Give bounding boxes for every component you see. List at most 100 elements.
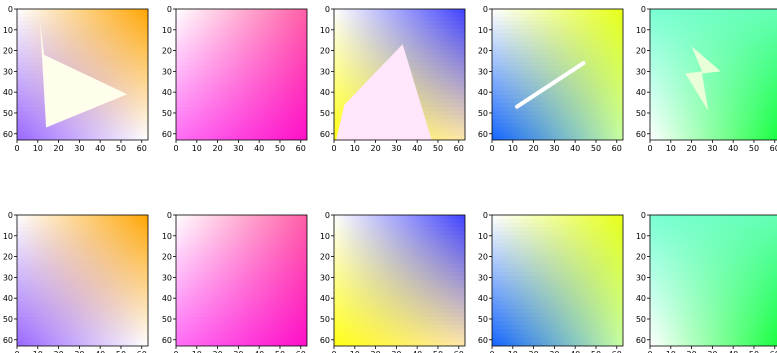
y-tick-label: 30 [478, 273, 488, 282]
x-tick-label: 0 [173, 350, 178, 353]
y-tick-label: 10 [320, 232, 330, 241]
x-tick-label: 30 [391, 144, 401, 153]
x-tick-label: 60 [296, 350, 306, 353]
y-tick-label: 60 [478, 336, 488, 345]
x-tick-label: 20 [686, 144, 696, 153]
y-tick-label: 50 [320, 109, 330, 118]
x-tick-label: 60 [770, 144, 777, 153]
image-panel-6: 0 10 20 30 40 50 60 0 10 20 30 40 50 60 [3, 211, 149, 353]
x-tick-label: 40 [95, 350, 105, 353]
axes-frame [649, 8, 777, 141]
y-tick-label: 0 [325, 5, 330, 14]
x-tick-label: 40 [412, 144, 422, 153]
overlay-line [515, 61, 586, 109]
y-tick-label: 30 [162, 67, 172, 76]
x-tick-label: 10 [666, 350, 676, 353]
y-tick-label: 20 [636, 253, 646, 262]
y-tick-label: 20 [162, 253, 172, 262]
y-tick-label: 30 [162, 273, 172, 282]
x-tick-label: 30 [549, 144, 559, 153]
overlay-triangle [336, 44, 432, 140]
y-tick-label: 0 [483, 5, 488, 14]
y-tick-label: 40 [478, 294, 488, 303]
y-tick-label: 60 [636, 130, 646, 139]
x-tick-label: 30 [233, 350, 243, 353]
x-tick-label: 0 [331, 144, 336, 153]
x-tick-label: 0 [489, 144, 494, 153]
overlay-bolt [685, 46, 721, 111]
x-tick-label: 40 [570, 350, 580, 353]
x-tick-label: 40 [95, 144, 105, 153]
x-tick-label: 20 [370, 144, 380, 153]
image-panel-10: 0 10 20 30 40 50 60 0 10 20 30 40 50 60 [636, 211, 777, 353]
x-tick-label: 60 [612, 350, 622, 353]
x-tick-label: 50 [591, 350, 601, 353]
axes-frame [175, 8, 308, 141]
axes-frame [491, 8, 624, 141]
y-tick-label: 40 [320, 294, 330, 303]
x-tick-label: 30 [74, 144, 84, 153]
x-tick-label: 30 [549, 350, 559, 353]
x-tick-label: 50 [433, 350, 443, 353]
y-tick-label: 0 [167, 5, 172, 14]
image-background [17, 215, 148, 346]
x-tick-label: 60 [770, 350, 777, 353]
x-tick-label: 0 [331, 350, 336, 353]
y-tick-label: 50 [320, 315, 330, 324]
y-tick-label: 20 [320, 47, 330, 56]
x-tick-label: 20 [53, 144, 63, 153]
y-tick-label: 40 [162, 294, 172, 303]
axes-frame [333, 214, 466, 347]
x-tick-label: 20 [370, 350, 380, 353]
x-tick-label: 10 [508, 350, 518, 353]
y-tick-label: 30 [320, 273, 330, 282]
x-tick-label: 60 [137, 350, 147, 353]
y-tick-label: 10 [636, 232, 646, 241]
x-tick-label: 60 [612, 144, 622, 153]
y-tick-label: 0 [8, 5, 13, 14]
y-tick-label: 60 [3, 130, 13, 139]
y-tick-label: 30 [3, 67, 13, 76]
image-background [176, 215, 307, 346]
y-tick-label: 0 [483, 211, 488, 220]
y-tick-label: 30 [320, 67, 330, 76]
axes-frame [16, 214, 149, 347]
y-tick-label: 30 [478, 67, 488, 76]
x-tick-label: 10 [508, 144, 518, 153]
y-tick-label: 50 [478, 109, 488, 118]
x-tick-label: 10 [350, 350, 360, 353]
x-tick-label: 40 [254, 144, 264, 153]
y-tick-label: 60 [162, 336, 172, 345]
y-tick-label: 50 [162, 315, 172, 324]
y-tick-label: 40 [162, 88, 172, 97]
y-tick-label: 10 [3, 26, 13, 35]
y-tick-label: 40 [3, 88, 13, 97]
y-tick-label: 60 [636, 336, 646, 345]
x-tick-label: 40 [728, 144, 738, 153]
y-tick-label: 0 [641, 211, 646, 220]
x-tick-label: 20 [212, 144, 222, 153]
y-tick-label: 60 [3, 336, 13, 345]
y-tick-label: 60 [320, 336, 330, 345]
y-tick-label: 40 [320, 88, 330, 97]
y-tick-label: 20 [162, 47, 172, 56]
x-tick-label: 50 [591, 144, 601, 153]
x-tick-label: 50 [116, 350, 126, 353]
image-panel-9: 0 10 20 30 40 50 60 0 10 20 30 40 50 60 [478, 211, 624, 353]
x-tick-label: 30 [391, 350, 401, 353]
axes-frame [175, 214, 308, 347]
x-tick-label: 10 [192, 144, 202, 153]
x-tick-label: 60 [296, 144, 306, 153]
y-tick-label: 50 [3, 315, 13, 324]
y-tick-label: 0 [325, 211, 330, 220]
x-tick-label: 10 [33, 144, 43, 153]
y-tick-label: 10 [478, 232, 488, 241]
y-tick-label: 10 [3, 232, 13, 241]
y-tick-label: 10 [478, 26, 488, 35]
y-tick-label: 30 [3, 273, 13, 282]
